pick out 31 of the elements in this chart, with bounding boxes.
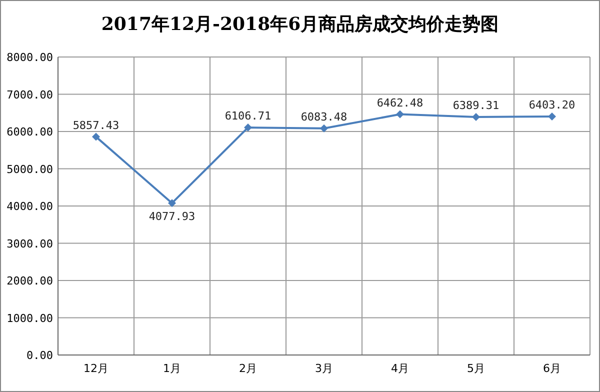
text: 6083.48 — [300, 110, 348, 124]
text: 5857.43 — [72, 118, 120, 132]
text: 6389.31 — [452, 99, 500, 112]
chart-title: 2017年12月-2018年6月商品房成交均价走势图 — [101, 14, 499, 35]
x-tick-label: 12月 — [84, 362, 108, 375]
text: 4077.93 — [148, 210, 196, 224]
y-tick-label: 6000.00 — [6, 126, 53, 138]
x-tick-label: 4月 — [391, 362, 409, 375]
x-tick-label: 3月 — [315, 362, 333, 375]
y-tick-label: 5000.00 — [6, 162, 53, 176]
point — [244, 124, 252, 132]
text: 6462.48 — [376, 96, 424, 110]
y-tick-label: 7000.00 — [6, 88, 53, 102]
point — [396, 110, 404, 118]
text: 6403.20 — [528, 98, 576, 112]
point — [320, 124, 328, 132]
x-tick-label: 1月 — [163, 362, 181, 375]
point — [92, 132, 100, 141]
point — [472, 113, 480, 121]
text: 6106.71 — [224, 110, 272, 123]
x-tick-label: 6月 — [543, 362, 561, 375]
y-tick-label: 4000.00 — [6, 200, 53, 213]
y-tick-label: 3000.00 — [6, 237, 53, 250]
y-tick-label: 0.00 — [26, 349, 53, 362]
point — [168, 199, 176, 208]
point — [548, 112, 556, 120]
y-tick-label: 8000.00 — [6, 51, 53, 64]
y-tick-label: 2000.00 — [6, 274, 53, 288]
x-tick-label: 5月 — [467, 362, 485, 375]
y-tick-label: 1000.00 — [6, 312, 53, 325]
x-tick-label: 2月 — [239, 362, 257, 375]
